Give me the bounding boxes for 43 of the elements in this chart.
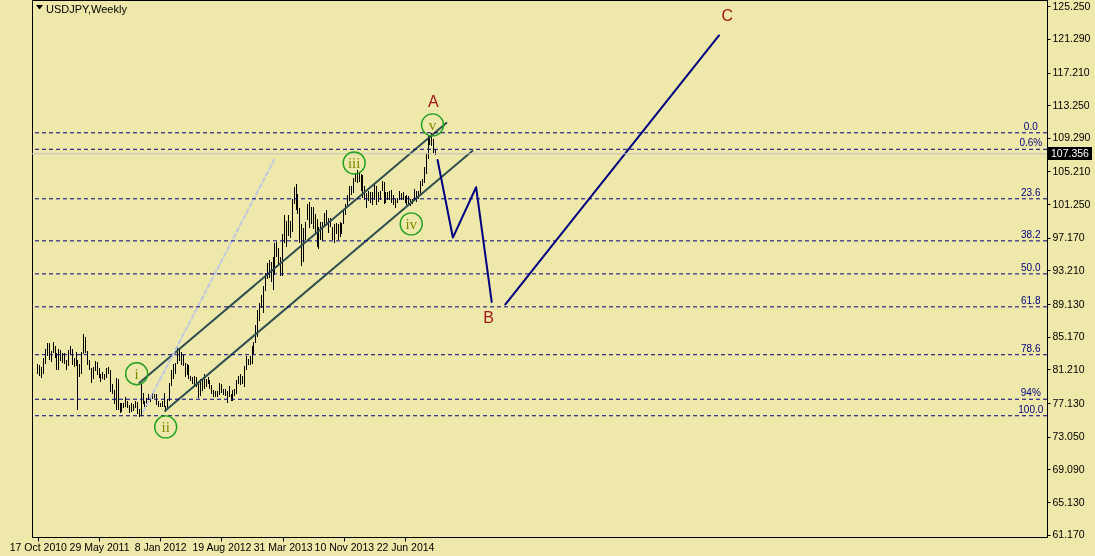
y-tick-label: 61.170 <box>1052 528 1085 541</box>
annotation: 0.0 <box>1023 120 1039 132</box>
y-tick-label: 85.170 <box>1052 330 1085 343</box>
y-tick-label: 89.130 <box>1052 297 1085 310</box>
annotation: 100.0 <box>1018 403 1044 415</box>
annotation: 0.6% <box>1019 137 1043 149</box>
annotation: ii <box>161 418 170 435</box>
annotation: C <box>721 7 734 24</box>
x-tick-label: 8 Jan 2012 <box>134 540 187 553</box>
annotation: 94% <box>1020 387 1041 399</box>
y-tick-label: 109.290 <box>1052 131 1091 144</box>
y-tick-label: 93.210 <box>1052 263 1085 276</box>
y-tick-label: 69.090 <box>1052 462 1085 475</box>
y-tick-label: 113.250 <box>1052 98 1090 111</box>
annotation: 61.8 <box>1021 294 1041 306</box>
annotation: i <box>134 365 139 382</box>
y-tick-label: 101.250 <box>1052 197 1091 210</box>
y-tick-label: 121.290 <box>1052 32 1091 45</box>
y-tick-label: 105.210 <box>1052 164 1091 177</box>
annotation: iii <box>347 154 361 171</box>
y-tick-label: 77.130 <box>1052 396 1085 409</box>
annotation: 78.6 <box>1021 342 1041 354</box>
annotation: 23.6 <box>1021 186 1041 198</box>
y-tick-label: 125.250 <box>1052 0 1091 12</box>
annotation: 50.0 <box>1021 261 1041 273</box>
x-tick-label: 10 Nov 2013 <box>314 540 375 553</box>
annotation: v <box>428 116 437 133</box>
ref-line-label: 107.356 <box>1051 146 1090 159</box>
y-tick-label: 97.170 <box>1052 231 1085 244</box>
annotation: 38.2 <box>1021 228 1041 240</box>
annotation: B <box>483 308 494 326</box>
y-tick-label: 73.050 <box>1052 430 1085 443</box>
x-tick-label: 29 May 2011 <box>69 540 130 553</box>
annotation: iv <box>405 215 418 232</box>
y-tick-label: 65.130 <box>1052 495 1085 508</box>
x-tick-label: 22 Jun 2014 <box>376 540 435 553</box>
x-tick-label: 19 Aug 2012 <box>192 540 252 553</box>
chart-title: USDJPY,Weekly <box>46 3 128 15</box>
y-tick-label: 117.210 <box>1052 66 1090 79</box>
x-tick-label: 17 Oct 2010 <box>9 540 68 553</box>
annotation: A <box>428 92 440 110</box>
y-tick-label: 81.210 <box>1052 362 1085 375</box>
x-tick-label: 31 Mar 2013 <box>253 540 313 553</box>
